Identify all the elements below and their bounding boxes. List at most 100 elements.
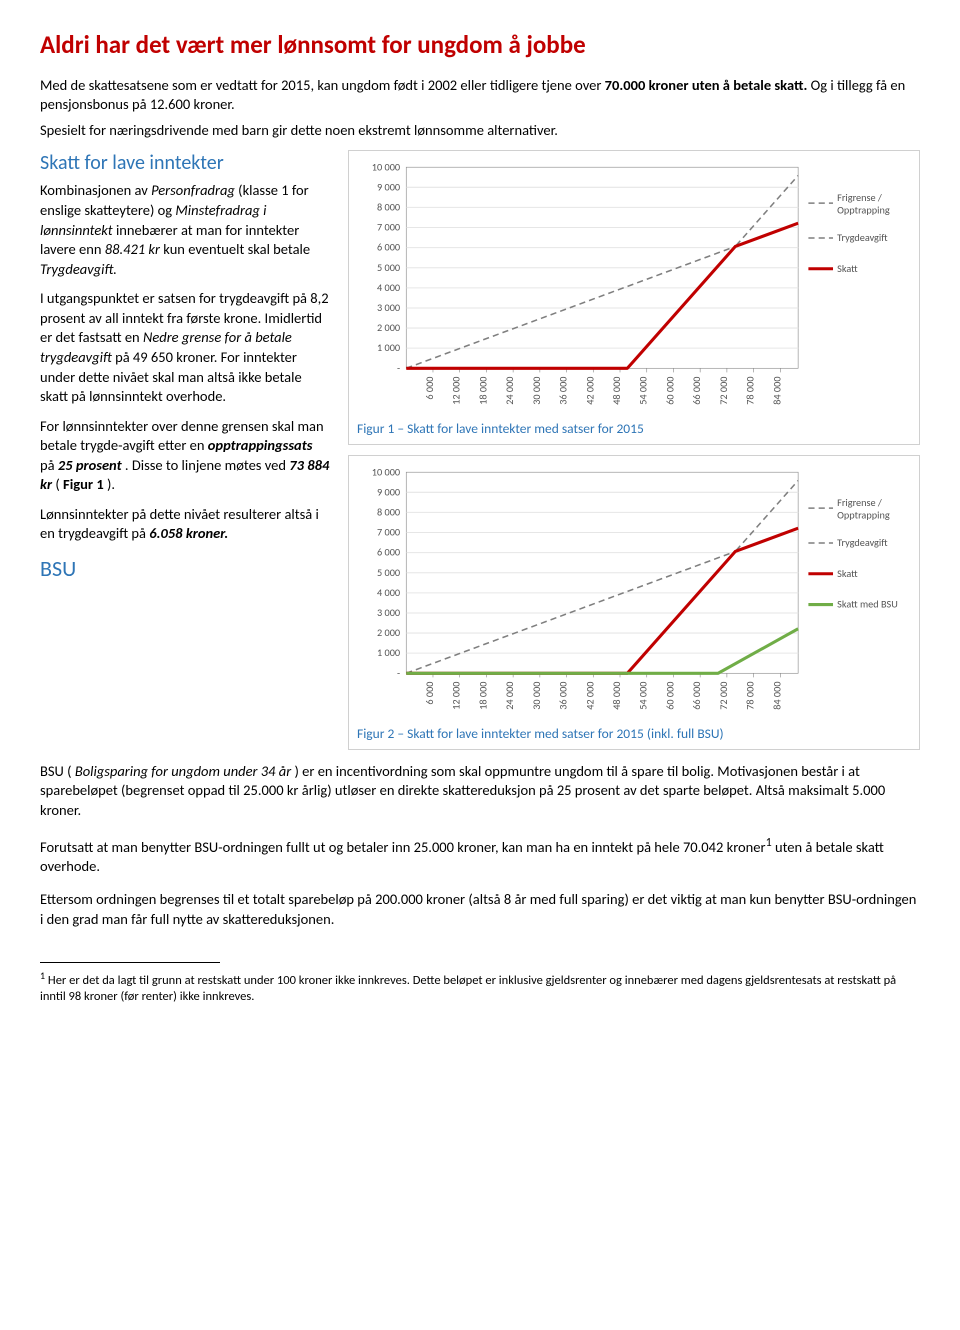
svg-text:72 000: 72 000 <box>717 377 730 405</box>
svg-text:10 000: 10 000 <box>372 161 400 174</box>
text-bold-italic: 6.058 kroner. <box>149 524 228 542</box>
svg-text:42 000: 42 000 <box>583 377 596 405</box>
left-p4: Lønnsinntekter på dette nivået resultere… <box>40 505 330 544</box>
svg-text:66 000: 66 000 <box>690 682 703 710</box>
svg-text:3 000: 3 000 <box>377 301 400 314</box>
svg-text:5 000: 5 000 <box>377 566 400 579</box>
left-p2: I utgangspunktet er satsen for trygdeavg… <box>40 289 330 406</box>
intro-block: Med de skattesatsene som er vedtatt for … <box>40 76 920 141</box>
svg-text:48 000: 48 000 <box>610 377 623 405</box>
intro-p1: Med de skattesatsene som er vedtatt for … <box>40 76 920 115</box>
footnote-rule <box>40 962 220 963</box>
svg-text:24 000: 24 000 <box>503 377 516 405</box>
svg-text:84 000: 84 000 <box>770 682 783 710</box>
svg-text:60 000: 60 000 <box>663 377 676 405</box>
chart-2-caption: Figur 2 – Skatt for lave inntekter med s… <box>357 725 911 743</box>
svg-text:2 000: 2 000 <box>377 322 400 335</box>
svg-text:-: - <box>397 666 400 679</box>
left-p3: For lønnsinntekter over denne grensen sk… <box>40 417 330 495</box>
text: . Disse to linjene møtes ved <box>125 456 289 474</box>
svg-text:12 000: 12 000 <box>450 682 463 710</box>
text-italic: Boligsparing for ungdom under 34 år <box>75 762 291 780</box>
svg-text:9 000: 9 000 <box>377 181 400 194</box>
svg-text:6 000: 6 000 <box>377 241 400 254</box>
text: ). <box>107 475 115 493</box>
svg-text:48 000: 48 000 <box>610 682 623 710</box>
svg-text:2 000: 2 000 <box>377 626 400 639</box>
text: BSU ( <box>40 762 72 780</box>
text: Kombinasjonen av <box>40 181 151 199</box>
svg-text:54 000: 54 000 <box>637 682 650 710</box>
svg-text:78 000: 78 000 <box>744 682 757 710</box>
svg-text:Trygdeavgift: Trygdeavgift <box>837 232 888 245</box>
text-bold: 70.000 kroner uten å betale skatt. <box>605 76 808 94</box>
svg-text:42 000: 42 000 <box>583 682 596 710</box>
chart-1-caption: Figur 1 – Skatt for lave inntekter med s… <box>357 420 911 438</box>
svg-text:18 000: 18 000 <box>476 682 489 710</box>
svg-text:Trygdeavgift: Trygdeavgift <box>837 536 888 549</box>
svg-text:Skatt med BSU: Skatt med BSU <box>837 598 898 611</box>
svg-text:5 000: 5 000 <box>377 261 400 274</box>
svg-text:7 000: 7 000 <box>377 526 400 539</box>
text: ( <box>55 475 59 493</box>
svg-text:Opptrapping: Opptrapping <box>837 508 890 521</box>
svg-text:36 000: 36 000 <box>557 377 570 405</box>
svg-text:6 000: 6 000 <box>377 546 400 559</box>
svg-text:72 000: 72 000 <box>717 682 730 710</box>
section-heading-bsu: BSU <box>40 554 330 584</box>
svg-text:54 000: 54 000 <box>637 377 650 405</box>
svg-text:8 000: 8 000 <box>377 201 400 214</box>
svg-text:4 000: 4 000 <box>377 281 400 294</box>
text: Forutsatt at man benytter BSU-ordningen … <box>40 837 766 855</box>
svg-text:78 000: 78 000 <box>744 377 757 405</box>
chart-1: - 1 000 2 000 3 000 4 000 5 000 6 000 7 000 8 00… <box>357 159 911 415</box>
svg-text:18 000: 18 000 <box>476 377 489 405</box>
svg-text:Skatt: Skatt <box>837 262 858 275</box>
svg-text:9 000: 9 000 <box>377 486 400 499</box>
text-bold-italic: 25 prosent <box>58 456 122 474</box>
left-p1: Kombinasjonen av Personfradrag (klasse 1… <box>40 181 330 279</box>
text-italic: 88.421 kr <box>105 240 160 258</box>
svg-text:-: - <box>397 362 400 375</box>
svg-text:30 000: 30 000 <box>530 682 543 710</box>
body-p2: Forutsatt at man benytter BSU-ordningen … <box>40 835 920 877</box>
intro-p2: Spesielt for næringsdrivende med barn gi… <box>40 121 920 141</box>
page-title: Aldri har det vært mer lønnsomt for ungd… <box>40 28 920 62</box>
chart-2: - 1 000 2 000 3 000 4 000 5 000 6 000 7 000 8 00… <box>357 464 911 720</box>
text: Med de skattesatsene som er vedtatt for … <box>40 76 605 94</box>
svg-text:Frigrense /: Frigrense / <box>837 496 882 509</box>
chart-2-box: - 1 000 2 000 3 000 4 000 5 000 6 000 7 000 8 00… <box>348 455 920 750</box>
svg-text:3 000: 3 000 <box>377 606 400 619</box>
two-column-layout: Skatt for lave inntekter Kombinasjonen a… <box>40 150 920 759</box>
svg-text:7 000: 7 000 <box>377 221 400 234</box>
svg-text:4 000: 4 000 <box>377 586 400 599</box>
svg-text:60 000: 60 000 <box>663 682 676 710</box>
section-heading-skatt: Skatt for lave inntekter <box>40 150 330 177</box>
chart-1-box: - 1 000 2 000 3 000 4 000 5 000 6 000 7 000 8 00… <box>348 150 920 445</box>
svg-text:Skatt: Skatt <box>837 567 858 580</box>
svg-text:36 000: 36 000 <box>557 682 570 710</box>
svg-text:1 000: 1 000 <box>377 342 400 355</box>
text-bold: Figur 1 <box>63 475 104 493</box>
body-after-charts: BSU ( Boligsparing for ungdom under 34 å… <box>40 762 920 930</box>
svg-text:84 000: 84 000 <box>770 377 783 405</box>
footnote-sup: 1 <box>40 969 45 982</box>
text: på <box>40 456 58 474</box>
text: kun eventuelt skal betale <box>163 240 310 258</box>
svg-text:24 000: 24 000 <box>503 682 516 710</box>
text-italic: Trygdeavgift. <box>40 260 117 278</box>
footnote-ref: 1 <box>766 835 772 850</box>
text-bold-italic: opptrappingssats <box>208 436 313 454</box>
svg-text:66 000: 66 000 <box>690 377 703 405</box>
body-p3: Ettersom ordningen begrenses til et tota… <box>40 890 920 929</box>
svg-text:1 000: 1 000 <box>377 646 400 659</box>
svg-text:6 000: 6 000 <box>423 377 436 400</box>
footnote: 1 Her er det da lagt til grunn at restsk… <box>40 969 920 1006</box>
text-italic: Personfradrag <box>151 181 235 199</box>
svg-text:8 000: 8 000 <box>377 506 400 519</box>
left-column: Skatt for lave inntekter Kombinasjonen a… <box>40 150 330 759</box>
svg-text:Frigrense /: Frigrense / <box>837 191 882 204</box>
svg-text:6 000: 6 000 <box>423 682 436 705</box>
svg-text:10 000: 10 000 <box>372 465 400 478</box>
footnote-text: Her er det da lagt til grunn at restskat… <box>40 973 896 1004</box>
